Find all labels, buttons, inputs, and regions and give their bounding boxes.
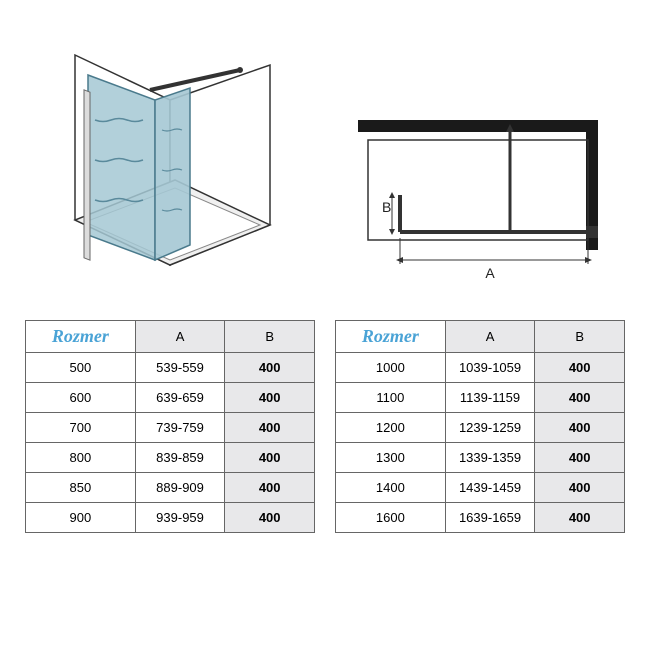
cell-b: 400 xyxy=(535,353,625,383)
table-title: Rozmer xyxy=(26,321,136,353)
cell-a: 1339-1359 xyxy=(445,443,535,473)
cell-size: 700 xyxy=(26,413,136,443)
cell-b: 400 xyxy=(225,443,315,473)
col-a-header: A xyxy=(445,321,535,353)
cell-a: 639-659 xyxy=(135,383,225,413)
cell-size: 900 xyxy=(26,503,136,533)
label-a: A xyxy=(485,265,495,281)
table-title: Rozmer xyxy=(336,321,446,353)
table-row: 900939-959400 xyxy=(26,503,315,533)
cell-size: 1600 xyxy=(336,503,446,533)
cell-b: 400 xyxy=(225,413,315,443)
cell-b: 400 xyxy=(535,503,625,533)
cell-b: 400 xyxy=(225,383,315,413)
cell-size: 1300 xyxy=(336,443,446,473)
cell-b: 400 xyxy=(225,473,315,503)
table-row: 14001439-1459400 xyxy=(336,473,625,503)
table-row: 11001139-1159400 xyxy=(336,383,625,413)
plan-view-diagram: B A xyxy=(340,110,610,295)
table-right-body: 10001039-105940011001139-115940012001239… xyxy=(336,353,625,533)
cell-a: 1039-1059 xyxy=(445,353,535,383)
cell-size: 1000 xyxy=(336,353,446,383)
cell-a: 739-759 xyxy=(135,413,225,443)
cell-size: 850 xyxy=(26,473,136,503)
cell-size: 800 xyxy=(26,443,136,473)
cell-a: 839-859 xyxy=(135,443,225,473)
label-b: B xyxy=(382,199,391,215)
dimensions-table-left: Rozmer A B 500539-559400600639-659400700… xyxy=(25,320,315,533)
cell-b: 400 xyxy=(535,413,625,443)
dimensions-table-right: Rozmer A B 10001039-105940011001139-1159… xyxy=(335,320,625,533)
cell-a: 939-959 xyxy=(135,503,225,533)
table-row: 800839-859400 xyxy=(26,443,315,473)
cell-size: 1400 xyxy=(336,473,446,503)
cell-a: 1639-1659 xyxy=(445,503,535,533)
tables-row: Rozmer A B 500539-559400600639-659400700… xyxy=(25,320,625,533)
col-a-header: A xyxy=(135,321,225,353)
cell-size: 1200 xyxy=(336,413,446,443)
cell-a: 539-559 xyxy=(135,353,225,383)
cell-size: 500 xyxy=(26,353,136,383)
table-row: 10001039-1059400 xyxy=(336,353,625,383)
cell-b: 400 xyxy=(225,503,315,533)
cell-size: 1100 xyxy=(336,383,446,413)
table-row: 500539-559400 xyxy=(26,353,315,383)
cell-b: 400 xyxy=(535,443,625,473)
table-row: 16001639-1659400 xyxy=(336,503,625,533)
cell-a: 889-909 xyxy=(135,473,225,503)
table-left-body: 500539-559400600639-659400700739-7594008… xyxy=(26,353,315,533)
cell-a: 1439-1459 xyxy=(445,473,535,503)
col-b-header: B xyxy=(535,321,625,353)
diagrams-row: B A xyxy=(25,30,625,295)
cell-b: 400 xyxy=(225,353,315,383)
cell-a: 1239-1259 xyxy=(445,413,535,443)
cell-b: 400 xyxy=(535,473,625,503)
table-row: 600639-659400 xyxy=(26,383,315,413)
table-row: 850889-909400 xyxy=(26,473,315,503)
cell-b: 400 xyxy=(535,383,625,413)
table-row: 12001239-1259400 xyxy=(336,413,625,443)
col-b-header: B xyxy=(225,321,315,353)
cell-size: 600 xyxy=(26,383,136,413)
table-row: 700739-759400 xyxy=(26,413,315,443)
cell-a: 1139-1159 xyxy=(445,383,535,413)
isometric-shower-diagram xyxy=(40,30,300,295)
table-row: 13001339-1359400 xyxy=(336,443,625,473)
